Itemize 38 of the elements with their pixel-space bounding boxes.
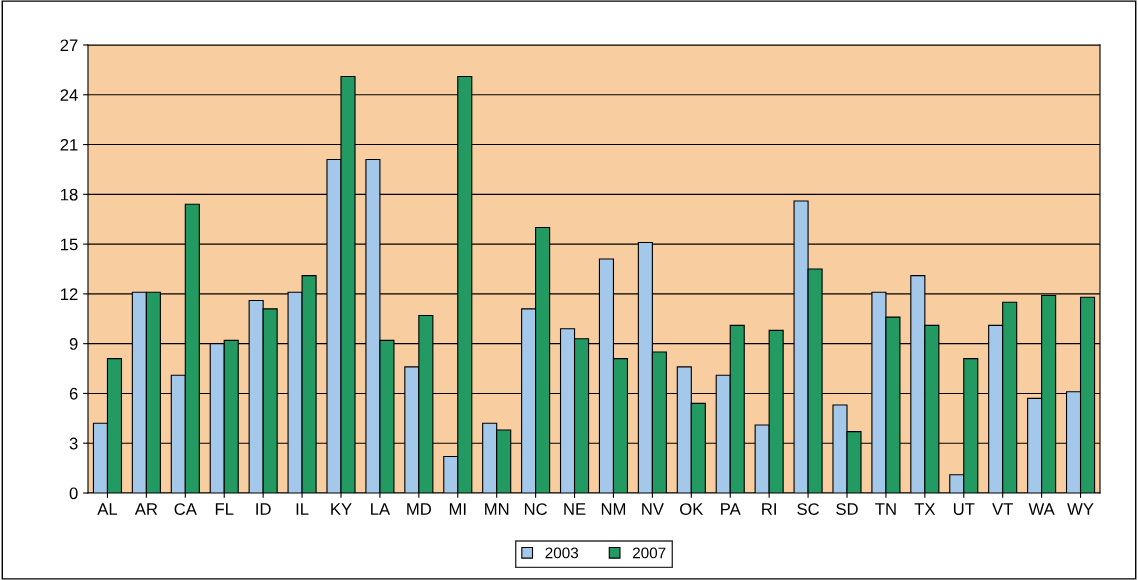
y-tick-label: 0	[69, 487, 78, 500]
x-tick-label: LA	[371, 503, 391, 515]
x-tick-label: KY	[331, 503, 352, 515]
x-tick-label: NV	[642, 503, 664, 515]
x-tick-label: PA	[721, 503, 741, 515]
x-tick-label: MI	[449, 503, 466, 515]
x-tick-label: WA	[1028, 503, 1055, 515]
x-tick-label: TX	[914, 503, 936, 515]
x-tick-label: OK	[680, 503, 704, 515]
x-tick-label: AL	[97, 503, 118, 515]
x-tick-label: NE	[564, 503, 586, 515]
x-tick-label: CA	[174, 503, 197, 515]
y-tick-label: 6	[69, 387, 78, 400]
x-tick-label: NM	[601, 503, 626, 515]
y-tick-label: 21	[60, 138, 78, 151]
x-tick-label: FL	[215, 503, 234, 515]
y-tick-label: 9	[69, 338, 78, 350]
x-tick-label: MN	[485, 503, 509, 515]
y-tick-label: 24	[60, 89, 78, 101]
y-tick-label: 15	[61, 238, 78, 251]
legend-label: 2007	[632, 547, 666, 559]
x-tick-label: UT	[953, 503, 975, 515]
x-tick-label: SD	[836, 503, 858, 515]
y-tick-label: 27	[60, 39, 78, 52]
x-tick-label: IL	[296, 503, 309, 515]
x-tick-label: AR	[134, 503, 158, 515]
x-tick-label: VT	[992, 503, 1013, 515]
x-tick-label: NC	[524, 503, 548, 515]
x-tick-label: MD	[407, 503, 432, 515]
x-tick-label: SC	[797, 503, 820, 515]
y-tick-label: 12	[61, 288, 78, 300]
x-tick-label: ID	[256, 503, 271, 515]
x-tick-label: RI	[762, 503, 776, 515]
x-tick-label: TN	[875, 503, 896, 515]
y-tick-label: 3	[69, 437, 78, 450]
y-tick-label: 18	[61, 188, 78, 201]
x-tick-label: WY	[1067, 503, 1094, 515]
legend-label: 2003	[545, 547, 579, 559]
